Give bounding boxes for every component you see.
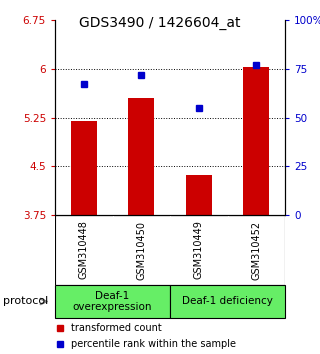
Text: percentile rank within the sample: percentile rank within the sample [71, 339, 236, 349]
Text: Deaf-1
overexpression: Deaf-1 overexpression [73, 291, 152, 312]
Text: transformed count: transformed count [71, 323, 162, 333]
Bar [55, 285, 170, 318]
Bar [71, 121, 97, 215]
Bar [128, 98, 154, 215]
Bar [170, 285, 285, 318]
Text: protocol: protocol [3, 297, 48, 307]
Text: GSM310448: GSM310448 [79, 221, 89, 279]
Bar [186, 175, 212, 215]
Bar [243, 68, 269, 215]
Text: GDS3490 / 1426604_at: GDS3490 / 1426604_at [79, 16, 241, 30]
Text: Deaf-1 deficiency: Deaf-1 deficiency [182, 297, 273, 307]
Text: GSM310449: GSM310449 [194, 221, 204, 279]
Text: GSM310452: GSM310452 [251, 221, 261, 280]
Text: GSM310450: GSM310450 [136, 221, 146, 280]
